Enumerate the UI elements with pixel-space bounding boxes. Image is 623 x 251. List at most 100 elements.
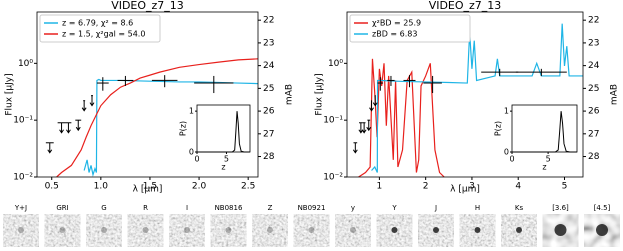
thumb-source <box>59 227 66 233</box>
sed-line <box>371 23 583 173</box>
y-axis-label: Flux [μJy] <box>315 73 325 115</box>
inset-x-tick-label: 5 <box>224 155 229 164</box>
inset-y-tick-label: 1 <box>504 107 509 116</box>
y-tick-label: 10⁰ <box>18 59 33 69</box>
thumb-label: Ks <box>515 204 524 212</box>
thumbnail <box>293 214 330 247</box>
legend-label: zBD = 6.83 <box>372 30 417 39</box>
x-tick-label: 0.5 <box>45 182 59 192</box>
thumbnail <box>86 214 122 247</box>
inset-x-label: z <box>221 163 225 172</box>
thumb-source <box>474 227 481 233</box>
x-tick-label: 1 <box>377 182 383 192</box>
thumb-source <box>142 227 149 233</box>
limit-arrow <box>81 100 87 112</box>
limit-arrow <box>59 122 64 134</box>
x-tick-label: 2.5 <box>241 182 255 192</box>
y2-tick-label: 25 <box>588 84 599 94</box>
limit-arrow <box>361 122 367 134</box>
pz-line <box>197 111 250 153</box>
thumb-label: Z <box>268 204 273 212</box>
legend-label: χ²BD = 25.9 <box>372 19 421 28</box>
thumb-source <box>184 227 190 233</box>
y2-tick-label: 23 <box>588 38 599 48</box>
x-tick-label: 1.0 <box>94 182 109 192</box>
thumbnail <box>210 214 247 247</box>
thumb-source <box>350 227 356 233</box>
thumb-label: Y <box>391 204 397 212</box>
y-axis-label: Flux [μJy] <box>5 73 15 115</box>
inset-y-label: P(z) <box>179 121 188 136</box>
y2-tick-label: 27 <box>588 129 599 139</box>
thumb-source <box>101 227 107 233</box>
limit-arrow <box>366 120 372 132</box>
limit-arrow <box>369 100 374 112</box>
thumb-source <box>433 227 439 233</box>
limit-arrow <box>358 122 364 134</box>
chart-title: VIDEO_z7_13 <box>111 0 184 12</box>
thumb-label: Y+J <box>14 204 27 212</box>
legend-label: z = 6.79, χ² = 8.6 <box>62 19 133 28</box>
legend-box <box>349 14 471 43</box>
inset-y-tick-label: 0 <box>189 148 194 157</box>
y-tick-label: 10⁻¹ <box>323 116 343 126</box>
thumb-label: y <box>351 204 355 212</box>
y-tick-label: 10⁻² <box>13 173 33 183</box>
y2-tick-label: 24 <box>588 61 600 71</box>
plot-frame <box>346 11 584 178</box>
sed-line <box>56 58 258 177</box>
y2-tick-label: 22 <box>263 16 274 26</box>
sed-line <box>358 58 445 177</box>
y2-tick-label: 22 <box>588 16 599 26</box>
y2-tick-label: 24 <box>263 61 275 71</box>
x-tick-label: 3 <box>469 182 475 192</box>
sed-line <box>83 78 258 177</box>
plot-frame <box>36 11 259 178</box>
y2-tick-label: 28 <box>263 152 275 162</box>
limit-arrow <box>352 142 358 154</box>
thumb-label: NB0921 <box>298 204 326 212</box>
thumbnail <box>3 214 39 247</box>
limit-arrow <box>89 95 95 107</box>
x-tick-label: 5 <box>562 182 568 192</box>
x-axis-label: λ [μm] <box>133 185 163 195</box>
y-tick-label: 10⁰ <box>328 59 343 69</box>
thumb-source <box>554 224 567 236</box>
thumb-label: H <box>475 204 480 212</box>
thumb-label: J <box>434 204 437 212</box>
inset-x-tick-label: 0 <box>509 155 514 164</box>
x-tick-label: 2.0 <box>192 182 207 192</box>
limit-arrow <box>66 122 71 134</box>
thumbnail <box>44 214 81 247</box>
legend-label: z = 1.5, χ²gal = 54.0 <box>62 30 145 39</box>
inset-x-tick-label: 0 <box>194 155 199 164</box>
x-tick-label: 2 <box>423 182 429 192</box>
thumbnail <box>127 214 164 247</box>
x-tick-label: 4 <box>515 182 521 192</box>
inset-x-label: z <box>542 163 546 172</box>
x-tick-label: 1.5 <box>143 182 157 192</box>
y-tick-label: 10⁻² <box>323 173 343 183</box>
chart-title: VIDEO_z7_13 <box>429 0 502 12</box>
inset-bg <box>511 104 578 153</box>
legend-box <box>39 14 161 43</box>
inset-y-tick-label: 1 <box>189 107 194 116</box>
thumb-label: NB0816 <box>215 204 243 212</box>
thumbnail <box>169 214 205 247</box>
y2-tick-label: 27 <box>263 129 274 139</box>
thumb-label: [4.5] <box>594 204 611 212</box>
y2-tick-label: 26 <box>588 107 600 117</box>
y2-tick-label: 28 <box>588 152 600 162</box>
limit-arrow <box>372 95 378 107</box>
thumbnail <box>335 214 371 247</box>
thumb-source <box>267 227 273 233</box>
thumb-label: G <box>101 204 106 212</box>
y2-axis-label: mAB <box>610 84 620 105</box>
thumb-source <box>225 227 232 233</box>
thumb-source <box>308 227 315 233</box>
y2-tick-label: 26 <box>263 107 275 117</box>
y2-tick-label: 23 <box>263 38 274 48</box>
thumb-source <box>596 224 608 236</box>
thumb-label: [3.6] <box>552 204 569 212</box>
